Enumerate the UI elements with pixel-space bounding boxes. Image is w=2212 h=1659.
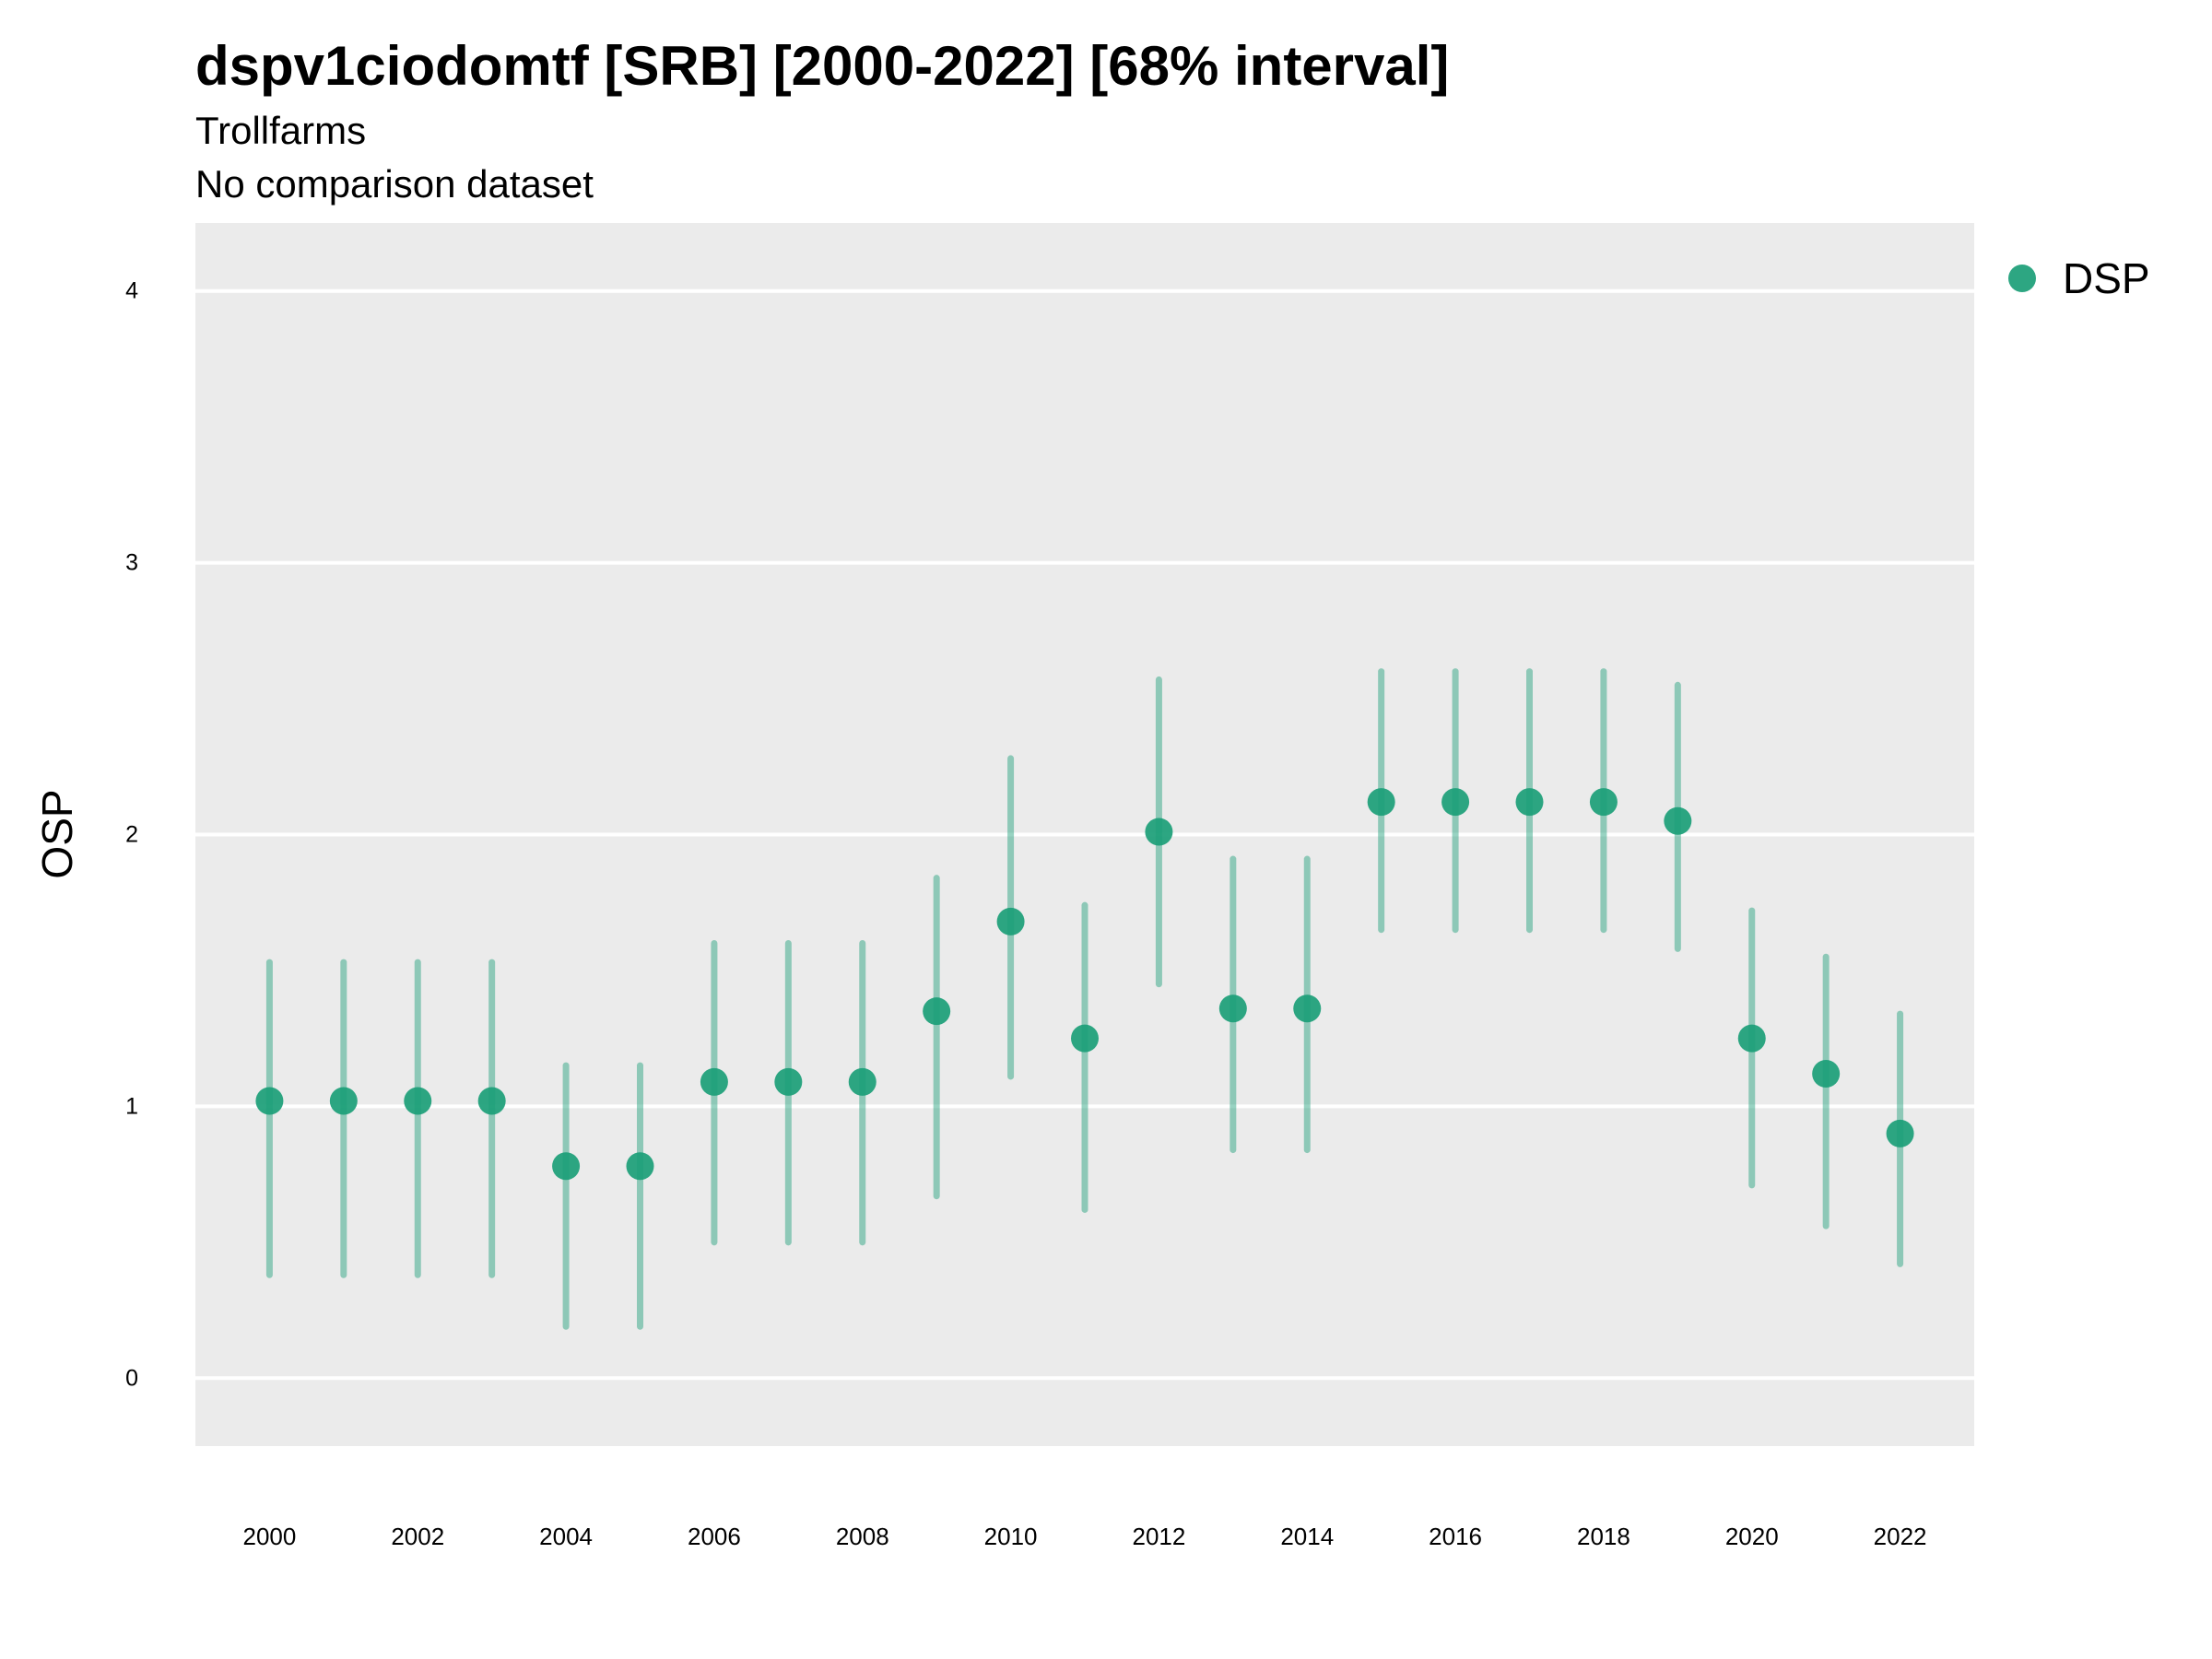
- y-tick-label: 0: [125, 1365, 138, 1391]
- data-point: [848, 1067, 877, 1096]
- data-point: [996, 907, 1025, 935]
- chart-subtitle-2: No comparison dataset: [195, 162, 594, 206]
- data-point: [1218, 994, 1247, 1023]
- legend-label-dsp: DSP: [2063, 254, 2150, 302]
- x-tick-label: 2020: [1725, 1523, 1779, 1550]
- x-tick-label: 2012: [1132, 1523, 1185, 1550]
- x-tick-label: 2018: [1577, 1523, 1630, 1550]
- x-tick-label: 2004: [539, 1523, 593, 1550]
- data-point: [255, 1087, 284, 1115]
- data-point: [1293, 994, 1322, 1023]
- x-tick-label: 2010: [984, 1523, 1038, 1550]
- data-point: [1145, 818, 1173, 846]
- data-point: [404, 1087, 432, 1115]
- chart-subtitle: Trollfarms: [195, 109, 366, 152]
- data-point: [1515, 788, 1544, 817]
- x-tick-label: 2000: [242, 1523, 296, 1550]
- y-tick-label: 4: [125, 278, 138, 304]
- data-point: [1812, 1060, 1841, 1088]
- x-axis-ticks: 2000 2002 2004 2006 2008 2010 2012 2014 2016 2018…: [242, 1523, 1926, 1550]
- y-tick-label: 2: [125, 822, 138, 848]
- data-point: [1886, 1119, 1914, 1147]
- data-point: [1737, 1024, 1766, 1053]
- data-point: [329, 1087, 358, 1115]
- data-point: [552, 1152, 581, 1181]
- x-tick-label: 2002: [391, 1523, 444, 1550]
- data-point: [700, 1067, 728, 1096]
- data-point: [626, 1152, 654, 1181]
- x-tick-label: 2008: [836, 1523, 889, 1550]
- data-point: [923, 997, 951, 1026]
- x-tick-label: 2006: [688, 1523, 741, 1550]
- data-marks: [255, 668, 1914, 1330]
- legend-marker-dsp: [2008, 265, 2036, 292]
- legend: DSP: [2008, 254, 2150, 302]
- data-point: [1589, 788, 1618, 817]
- data-point: [1071, 1024, 1099, 1053]
- data-point: [1664, 806, 1692, 835]
- y-tick-label: 1: [125, 1093, 138, 1119]
- data-point: [477, 1087, 506, 1115]
- data-point: [1441, 788, 1470, 817]
- y-axis-ticks: 0 1 2 3 4: [125, 278, 138, 1392]
- data-point: [774, 1067, 803, 1096]
- chart-title: dspv1ciodomtf [SRB] [2000-2022] [68% int…: [195, 35, 1449, 97]
- data-point: [1367, 788, 1395, 817]
- x-tick-label: 2014: [1280, 1523, 1334, 1550]
- x-tick-label: 2016: [1429, 1523, 1482, 1550]
- x-tick-label: 2022: [1874, 1523, 1927, 1550]
- y-axis-label: OSP: [33, 789, 81, 878]
- y-tick-label: 3: [125, 550, 138, 576]
